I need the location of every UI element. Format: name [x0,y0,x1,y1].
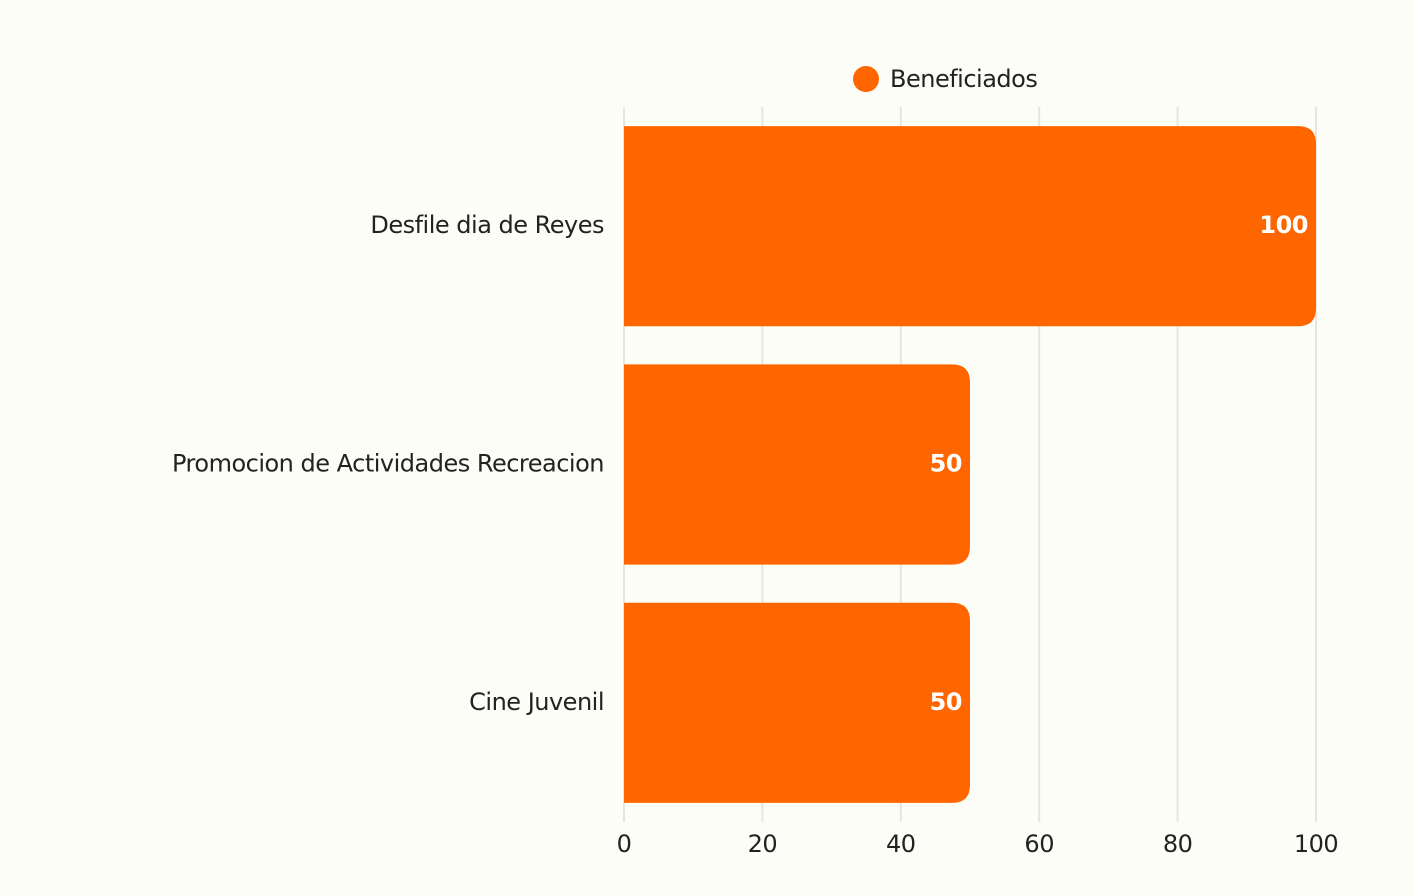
y-tick-label: Promocion de Actividades Recreacion [172,450,604,478]
bar [624,126,1316,327]
x-tick-label: 40 [886,830,916,858]
x-tick-label: 20 [748,830,778,858]
x-tick-label: 60 [1024,830,1054,858]
x-tick-label: 80 [1163,830,1193,858]
value-label: 100 [1259,211,1308,239]
legend-label: Beneficiados [890,65,1037,93]
bar [624,364,970,565]
value-label: 50 [930,688,962,716]
legend-marker [853,66,879,92]
bar [624,602,970,803]
value-label: 50 [930,450,962,478]
x-tick-label: 100 [1294,830,1338,858]
y-tick-label: Desfile dia de Reyes [370,211,604,239]
y-tick-label: Cine Juvenil [469,688,604,716]
x-tick-label: 0 [617,830,632,858]
